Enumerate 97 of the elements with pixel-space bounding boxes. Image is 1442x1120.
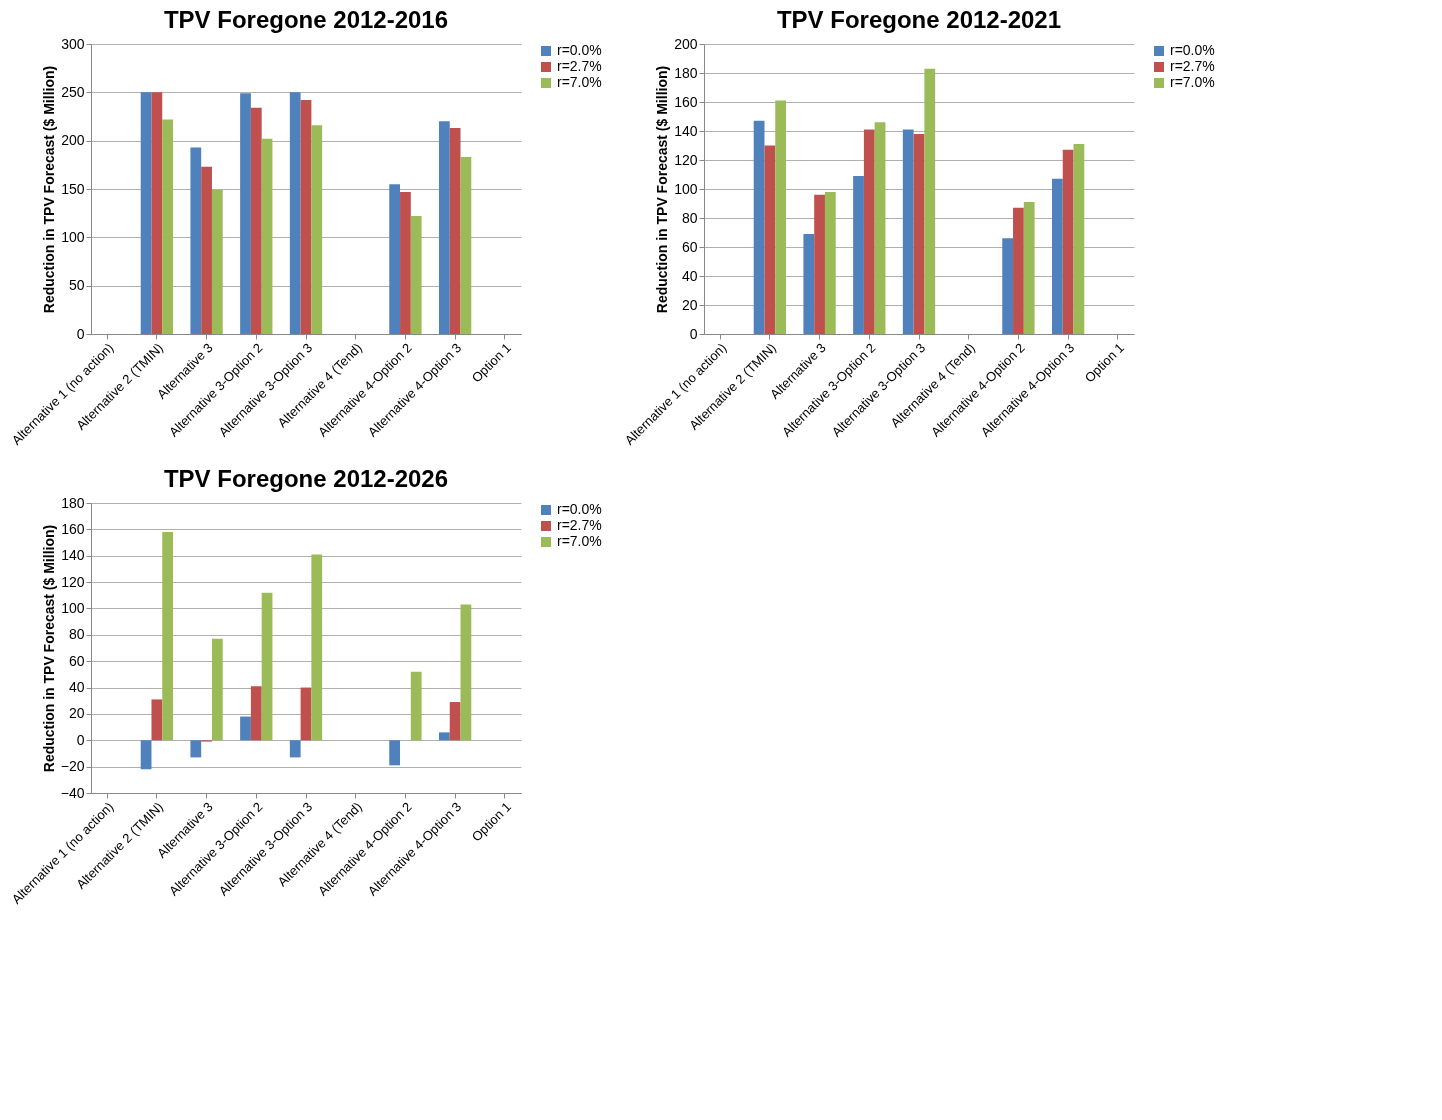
y-tick-label: 0	[689, 325, 698, 342]
bar	[311, 554, 323, 741]
bar	[162, 119, 174, 334]
bar	[151, 699, 163, 741]
chart-title: TPV Foregone 2012-2016	[163, 6, 449, 33]
bar	[140, 740, 152, 770]
y-tick-label: 180	[674, 64, 698, 81]
bar	[300, 687, 312, 741]
chart-title: TPV Foregone 2012-2021	[776, 6, 1062, 33]
bar	[753, 120, 765, 334]
y-tick-label: 100	[61, 599, 85, 616]
bar	[261, 592, 273, 741]
bar	[1051, 178, 1063, 334]
legend-label: r=2.7%	[1170, 58, 1215, 74]
bar	[300, 100, 312, 334]
bar	[211, 638, 223, 741]
bar	[438, 121, 450, 334]
bar	[814, 194, 825, 334]
y-tick-label: 200	[61, 132, 85, 149]
bar	[211, 189, 223, 334]
y-tick-label: 120	[61, 573, 85, 590]
bar	[1023, 202, 1035, 334]
bar	[140, 92, 152, 334]
y-tick-label: 160	[674, 93, 698, 110]
bar	[449, 702, 461, 741]
bar	[250, 686, 262, 741]
y-tick-label: 120	[674, 151, 698, 168]
bar	[775, 100, 787, 334]
bar	[240, 93, 251, 334]
y-tick-label: 300	[61, 35, 85, 52]
y-tick-label: 80	[681, 209, 698, 226]
y-tick-label: 0	[76, 731, 85, 748]
bar	[311, 125, 323, 334]
y-tick-label: 100	[674, 180, 698, 197]
bar	[400, 191, 411, 334]
bar	[410, 671, 422, 741]
y-tick-label: 20	[681, 296, 698, 313]
bar	[863, 129, 875, 334]
y-tick-label: 250	[61, 83, 85, 100]
bar	[190, 147, 202, 334]
y-tick-label: 140	[674, 122, 698, 139]
y-tick-label: 140	[61, 547, 85, 564]
bar	[1013, 207, 1024, 334]
y-tick-label: 60	[68, 652, 85, 669]
y-tick-label: −40	[60, 784, 85, 801]
legend-label: r=7.0%	[557, 533, 602, 549]
y-tick-label: 50	[68, 277, 85, 294]
legend-label: r=0.0%	[1170, 42, 1215, 58]
y-tick-label: −20	[60, 758, 85, 775]
bar	[924, 68, 936, 334]
bar	[803, 233, 815, 334]
y-axis-title: Reduction in TPV Forecast ($ Million)	[41, 65, 58, 314]
bar	[824, 191, 836, 334]
bar	[261, 138, 273, 334]
y-tick-label: 150	[61, 180, 85, 197]
bar	[389, 184, 401, 334]
bar	[151, 92, 163, 334]
bar	[902, 129, 914, 334]
y-tick-label: 60	[681, 238, 698, 255]
bar	[389, 740, 401, 766]
y-tick-label: 40	[681, 267, 698, 284]
legend-label: r=7.0%	[557, 74, 602, 90]
y-tick-label: 180	[61, 494, 85, 511]
y-tick-label: 100	[61, 228, 85, 245]
legend-label: r=2.7%	[557, 58, 602, 74]
bar	[190, 740, 202, 758]
bar	[240, 716, 251, 741]
bar	[764, 145, 776, 334]
bar	[913, 133, 925, 334]
legend-label: r=7.0%	[1170, 74, 1215, 90]
y-tick-label: 200	[674, 35, 698, 52]
bar	[289, 92, 301, 334]
legend-label: r=0.0%	[557, 42, 602, 58]
bar	[874, 122, 886, 334]
bar	[1002, 238, 1014, 334]
bar	[162, 532, 174, 741]
bar	[1062, 149, 1074, 334]
bar	[449, 128, 461, 334]
y-axis-title: Reduction in TPV Forecast ($ Million)	[654, 65, 671, 314]
bar	[460, 157, 472, 334]
y-tick-label: 40	[68, 679, 85, 696]
bar	[201, 166, 212, 334]
chart-title: TPV Foregone 2012-2026	[163, 465, 449, 492]
y-tick-label: 20	[68, 705, 85, 722]
legend-label: r=0.0%	[557, 501, 602, 517]
y-tick-label: 160	[61, 520, 85, 537]
bar	[289, 740, 301, 758]
bar	[1073, 144, 1085, 334]
y-tick-label: 0	[76, 325, 85, 342]
bar	[438, 732, 450, 741]
legend-label: r=2.7%	[557, 517, 602, 533]
bar	[853, 175, 864, 334]
bar	[250, 107, 262, 334]
bar	[410, 216, 422, 334]
bar	[460, 604, 472, 741]
y-tick-label: 80	[68, 626, 85, 643]
y-axis-title: Reduction in TPV Forecast ($ Million)	[40, 524, 57, 773]
